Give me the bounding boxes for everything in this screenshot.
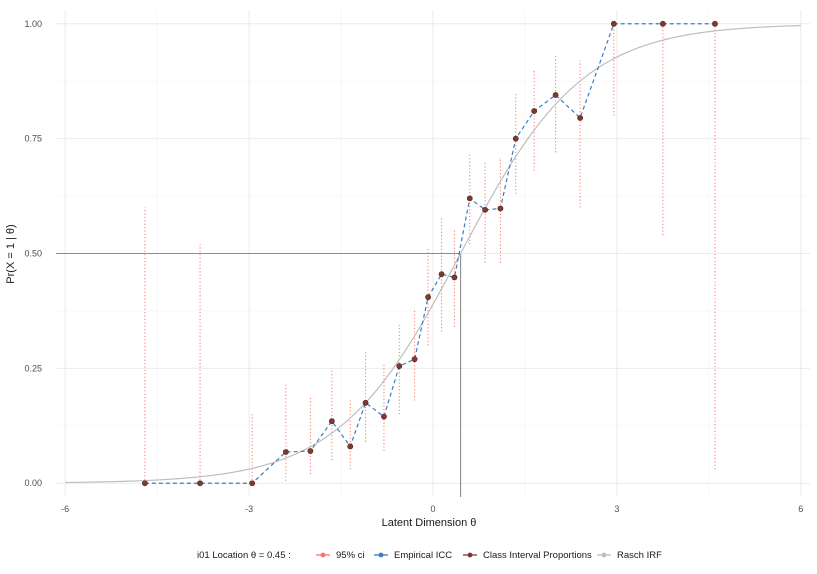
legend-item-rasch-irf-key-dot xyxy=(601,552,607,558)
class-interval-point xyxy=(712,20,718,27)
x-tick-label: 3 xyxy=(614,504,619,514)
y-tick-label: 0.25 xyxy=(24,363,42,373)
class-interval-point xyxy=(438,271,445,278)
class-interval-point xyxy=(362,399,369,406)
x-axis-title: Latent Dimension θ xyxy=(382,517,477,529)
class-interval-point xyxy=(249,480,256,487)
class-interval-point xyxy=(396,363,403,369)
class-interval-point xyxy=(466,195,473,202)
legend-title: i01 Location θ = 0.45 : xyxy=(197,550,291,561)
y-tick-label: 0.50 xyxy=(24,249,42,259)
class-interval-point xyxy=(347,443,354,450)
y-tick-label: 1.00 xyxy=(24,19,42,29)
class-interval-point xyxy=(282,449,289,455)
y-tick-label: 0.00 xyxy=(24,478,42,488)
legend-item-empirical-icc-key-dot xyxy=(378,552,384,558)
x-tick-label: 0 xyxy=(430,504,435,514)
legend-item-rasch-irf-label: Rasch IRF xyxy=(617,550,662,561)
legend: i01 Location θ = 0.45 : 95% ci Empirical … xyxy=(197,550,662,561)
y-axis-title: Pr(X = 1 | θ) xyxy=(5,224,17,283)
class-interval-point xyxy=(451,274,458,281)
x-axis-ticks: -6 -3 0 3 6 xyxy=(61,504,803,514)
x-tick-label: -3 xyxy=(245,504,253,514)
class-interval-point xyxy=(610,20,617,27)
class-interval-point xyxy=(659,20,666,27)
class-interval-point xyxy=(531,108,538,114)
legend-item-ci-label: 95% ci xyxy=(336,550,365,561)
legend-item-class-interval-label: Class Interval Proportions xyxy=(483,550,592,561)
class-interval-point xyxy=(307,448,314,454)
legend-item-empirical-icc-label: Empirical ICC xyxy=(394,550,452,561)
class-interval-point xyxy=(381,413,387,420)
x-tick-label: -6 xyxy=(61,504,69,514)
class-interval-points xyxy=(141,20,718,487)
class-interval-point xyxy=(197,480,203,487)
class-interval-point xyxy=(328,418,335,425)
class-interval-point xyxy=(141,480,148,487)
class-interval-point xyxy=(512,135,519,142)
location-reference-lines xyxy=(56,252,462,497)
class-interval-point xyxy=(425,294,431,301)
legend-item-class-interval-key-dot xyxy=(467,552,473,558)
class-interval-point xyxy=(552,92,559,98)
class-interval-point xyxy=(497,205,504,212)
class-interval-point xyxy=(411,356,418,363)
legend-item-ci-key-dot xyxy=(320,552,326,558)
class-interval-point xyxy=(482,206,489,213)
y-axis-ticks: 0.00 0.25 0.50 0.75 1.00 xyxy=(24,19,42,488)
class-interval-point xyxy=(577,115,584,121)
rasch-irf-line xyxy=(65,24,801,484)
x-tick-label: 6 xyxy=(798,504,803,514)
y-tick-label: 0.75 xyxy=(24,134,42,144)
